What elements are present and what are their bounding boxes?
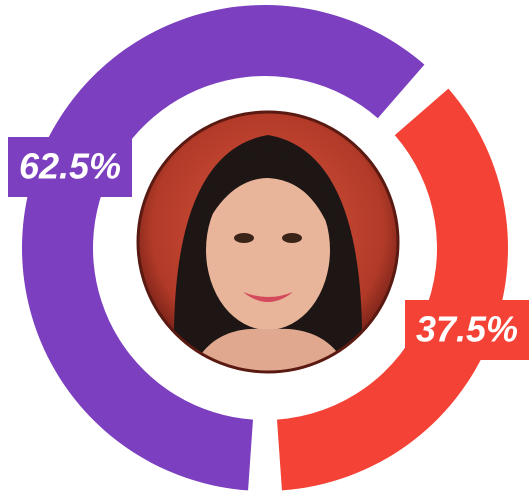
value-label: 37.5% (416, 309, 518, 350)
donut-segments (22, 4, 508, 491)
value-labels: 62.5% 37.5% (8, 137, 529, 360)
center-photo (138, 112, 398, 372)
donut-segment (276, 88, 508, 491)
label-box (405, 300, 529, 360)
photo-border (136, 110, 400, 374)
value-label: 62.5% (19, 146, 121, 187)
donut-segment (22, 4, 425, 491)
label-box (8, 137, 132, 197)
